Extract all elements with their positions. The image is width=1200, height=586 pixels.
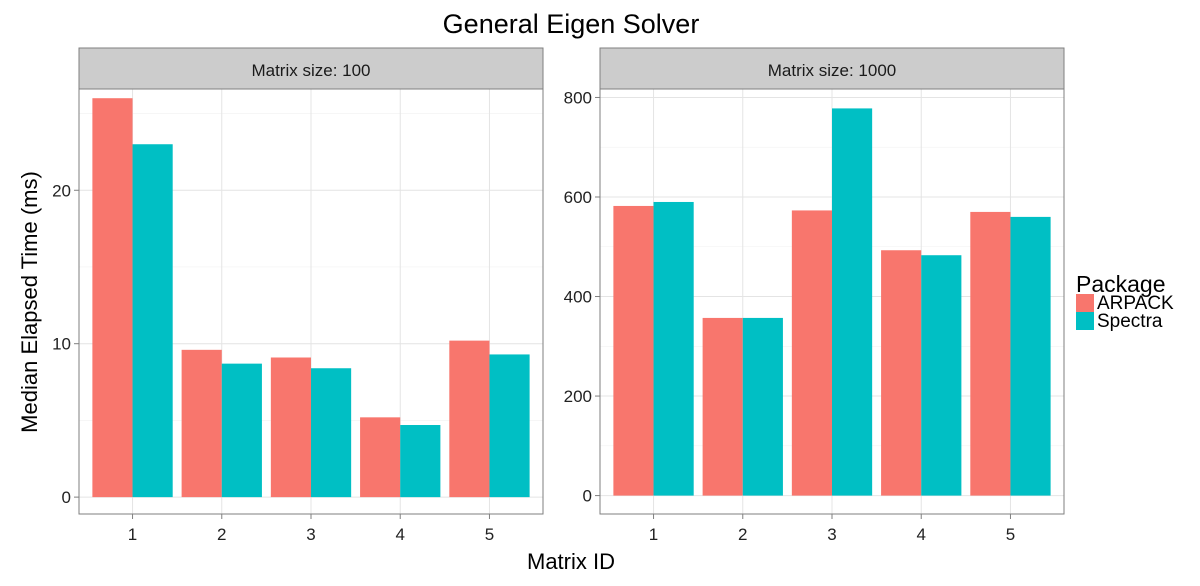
bar-spectra-matrix-5 [1010,216,1051,496]
bar-arpack-matrix-3 [791,210,832,496]
x-tick-label: 4 [395,525,404,544]
x-tick-label: 2 [738,525,747,544]
y-tick-label: 20 [52,181,71,200]
y-tick-label: 600 [564,188,592,207]
bar-spectra-matrix-5 [489,354,530,498]
bar-spectra-matrix-3 [832,108,873,496]
chart-title: General Eigen Solver [443,9,700,39]
legend-label-arpack: ARPACK [1097,293,1174,314]
bar-spectra-matrix-2 [742,317,783,496]
bar-spectra-matrix-3 [311,368,352,498]
x-tick-label: 1 [128,525,137,544]
bar-arpack-matrix-5 [970,211,1011,496]
legend-label-spectra: Spectra [1097,311,1163,332]
facet-strip [599,47,1065,90]
bar-arpack-matrix-2 [702,317,743,496]
bar-spectra-matrix-1 [132,144,173,498]
facet-strip [78,47,544,90]
x-tick-label: 3 [827,525,836,544]
legend-key-arpack [1076,294,1094,312]
y-tick-label: 0 [583,487,592,506]
bar-spectra-matrix-4 [400,425,441,498]
y-axis-title: Median Elapsed Time (ms) [17,171,42,433]
bar-arpack-matrix-1 [92,98,133,498]
x-tick-label: 2 [217,525,226,544]
x-tick-label: 5 [1006,525,1015,544]
bar-spectra-matrix-1 [653,201,694,496]
x-tick-label: 3 [306,525,315,544]
facet-strip-label: Matrix size: 1000 [768,61,897,80]
y-tick-label: 800 [564,88,592,107]
bar-arpack-matrix-2 [181,349,222,498]
x-tick-label: 4 [916,525,925,544]
bar-arpack-matrix-4 [360,417,401,498]
bar-spectra-matrix-4 [921,255,962,496]
bar-spectra-matrix-2 [221,363,262,498]
y-tick-label: 200 [564,387,592,406]
y-tick-label: 400 [564,288,592,307]
bar-arpack-matrix-1 [613,205,654,496]
facet-panel-1: Matrix size: 100 0 10 20 1 2 3 4 5 [52,47,544,544]
legend-title: Package [1076,271,1166,297]
bar-arpack-matrix-4 [881,250,922,496]
x-axis-title: Matrix ID [527,549,615,574]
y-tick-label: 0 [62,488,71,507]
bar-arpack-matrix-5 [449,340,490,498]
facet-panel-2: Matrix size: 1000 0 200 400 600 800 1 2 3 4 5 [564,47,1065,544]
x-tick-label: 5 [485,525,494,544]
facet-strip-label: Matrix size: 100 [251,61,370,80]
bar-arpack-matrix-3 [270,357,311,498]
legend-key-spectra [1076,312,1094,330]
x-tick-label: 1 [649,525,658,544]
y-tick-label: 10 [52,335,71,354]
